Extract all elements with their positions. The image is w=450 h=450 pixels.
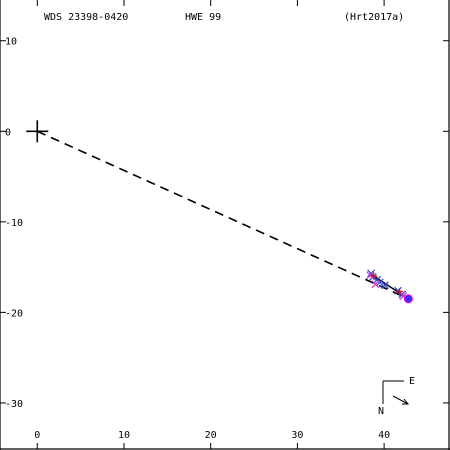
motion-direction-arrow xyxy=(392,395,410,405)
measurement-point xyxy=(366,271,375,280)
x-tick-label: 30 xyxy=(291,430,303,441)
latest-position-point xyxy=(403,294,413,304)
y-tick-label: 0 xyxy=(5,127,11,138)
measurement-point xyxy=(371,280,380,289)
y-tick-label: -30 xyxy=(5,399,23,410)
x-tick-label: 10 xyxy=(118,430,130,441)
measurement-point xyxy=(398,290,407,299)
header-discoverer: HWE 99 xyxy=(185,12,221,23)
axis-tick-labels: 0 10 20 30 40 10 0 -10 -20 -30 xyxy=(5,37,390,441)
header-reference: (Hrt2017a) xyxy=(344,12,404,23)
measurement-point xyxy=(367,269,376,278)
y-tick-label: 10 xyxy=(5,37,17,48)
header-wds-id: WDS 23398-0420 xyxy=(44,12,128,23)
separation-line xyxy=(36,130,409,300)
measurement-point xyxy=(399,292,408,301)
y-tick-label: -20 xyxy=(5,308,23,319)
x-tick-label: 40 xyxy=(378,430,390,441)
x-tick-label: 0 xyxy=(34,430,40,441)
compass-north-label: N xyxy=(378,406,384,417)
measurement-point xyxy=(375,278,384,287)
compass-rose: E N xyxy=(378,376,415,417)
compass-east-label: E xyxy=(409,376,415,387)
measurement-point xyxy=(381,281,389,290)
y-tick-label: -10 xyxy=(5,218,23,229)
data-marks xyxy=(26,120,413,304)
x-tick-label: 20 xyxy=(205,430,217,441)
